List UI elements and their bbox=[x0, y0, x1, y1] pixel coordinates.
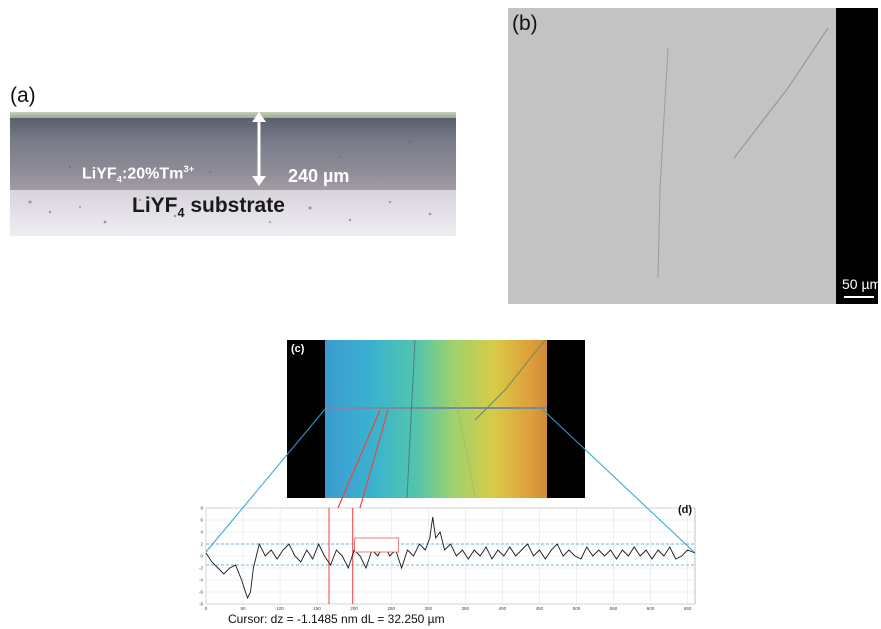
cursor-info-box bbox=[354, 537, 400, 553]
y-tick-label: -2 bbox=[199, 566, 203, 571]
substrate-label: LiYF4 substrate bbox=[132, 194, 285, 221]
black-border bbox=[836, 8, 878, 304]
scratch-lines bbox=[657, 27, 829, 279]
x-tick-label: 400 bbox=[499, 606, 507, 611]
surface-micrograph bbox=[508, 8, 836, 304]
y-tick-label: -6 bbox=[199, 590, 203, 595]
profile-chart: 0 50 100 150 200 250 300 350 400 450 500 550 600 650 -… bbox=[199, 506, 696, 611]
panel-c-label: (c) bbox=[291, 343, 305, 355]
panel-a-label: (a) bbox=[10, 84, 36, 107]
y-tick-label: 0 bbox=[200, 554, 203, 559]
panel-a: (a) LiYF4:20%Tm3+ 240 µm LiYF4 substrate bbox=[8, 80, 458, 238]
x-tick-label: 250 bbox=[387, 606, 395, 611]
x-tick-label: 300 bbox=[425, 606, 433, 611]
y-tick-label: 2 bbox=[200, 542, 203, 547]
substrate-layer bbox=[10, 190, 456, 236]
height-map-features bbox=[325, 340, 547, 498]
x-tick-label: 50 bbox=[241, 606, 247, 611]
scale-text: 50 µm bbox=[842, 276, 881, 292]
specks bbox=[28, 112, 432, 224]
scale-bar bbox=[844, 296, 874, 298]
cross-section-photo: LiYF4:20%Tm3+ 240 µm LiYF4 substrate bbox=[10, 112, 456, 236]
panel-d: 0 50 100 150 200 250 300 350 400 450 500 550 600 650 -… bbox=[190, 500, 702, 628]
x-tick-label: 350 bbox=[462, 606, 470, 611]
x-tick-label: 100 bbox=[276, 606, 284, 611]
y-tick-label: 4 bbox=[200, 530, 203, 535]
x-tick-label: 650 bbox=[684, 606, 692, 611]
x-tick-label: 150 bbox=[313, 606, 321, 611]
film-label: LiYF4:20%Tm3+ bbox=[82, 164, 195, 186]
x-tick-label: 550 bbox=[610, 606, 618, 611]
thickness-label: 240 µm bbox=[288, 166, 350, 186]
x-tick-label: 500 bbox=[573, 606, 581, 611]
panel-b-label: (b) bbox=[512, 12, 538, 35]
y-tick-label: 6 bbox=[200, 518, 203, 523]
panel-b: (b) 50 µm bbox=[508, 8, 881, 304]
x-tick-label: 600 bbox=[647, 606, 655, 611]
x-tick-label: 450 bbox=[536, 606, 544, 611]
air-region bbox=[10, 112, 456, 118]
height-map bbox=[325, 340, 547, 498]
x-tick-label: 0 bbox=[205, 606, 208, 611]
panel-c: (c) bbox=[287, 340, 585, 498]
y-tick-label: -4 bbox=[199, 578, 203, 583]
cursor-readout: Cursor: dz = -1.1485 nm dL = 32.250 µm bbox=[228, 612, 445, 626]
y-tick-label: -8 bbox=[199, 602, 203, 607]
x-tick-label: 200 bbox=[350, 606, 358, 611]
film-layer bbox=[10, 118, 456, 190]
panel-d-label: (d) bbox=[678, 504, 693, 516]
y-tick-label: 8 bbox=[200, 506, 203, 511]
